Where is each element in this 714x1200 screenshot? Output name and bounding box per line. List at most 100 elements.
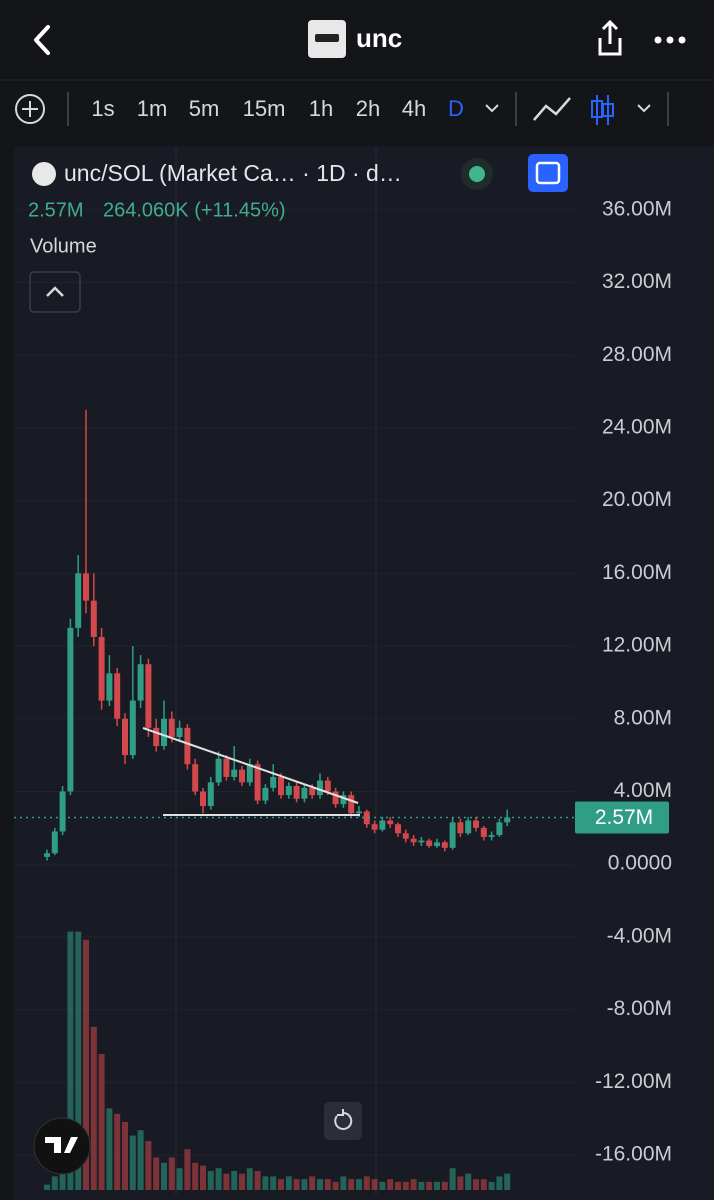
candle-body	[488, 835, 495, 837]
interval[interactable]: 15m	[243, 96, 286, 121]
fullscreen-button[interactable]	[528, 154, 568, 192]
volume-bar	[106, 1108, 113, 1190]
candle-body	[239, 769, 245, 783]
back-button[interactable]	[34, 25, 50, 55]
legend-change: 264.060K (+11.45%)	[103, 199, 286, 221]
volume-bar	[387, 1179, 394, 1190]
volume-bar	[215, 1168, 222, 1190]
interval[interactable]: 1s	[91, 96, 114, 121]
y-tick-label: 12.00M	[602, 634, 672, 657]
volume-bar	[192, 1162, 199, 1190]
volume-bar	[496, 1176, 503, 1190]
volume-bar	[317, 1179, 323, 1190]
candle-body	[215, 758, 222, 783]
y-tick-label: -8.00M	[607, 997, 672, 1020]
volume-bar	[285, 1176, 292, 1190]
interval-menu[interactable]	[485, 104, 499, 113]
style-menu[interactable]	[637, 104, 651, 113]
candle-body	[309, 787, 316, 796]
legend-last: 2.57M	[28, 199, 84, 221]
volume-bar	[254, 1170, 261, 1190]
volume-bar	[309, 1176, 316, 1190]
candle-body	[83, 573, 89, 601]
volume-bar	[67, 931, 74, 1190]
candle-style-button[interactable]	[591, 95, 614, 125]
candle-body	[184, 727, 191, 765]
volume-bar	[98, 1054, 105, 1190]
header-title: unc	[356, 23, 402, 53]
volume-bar	[473, 1179, 479, 1190]
volume-bar	[239, 1173, 245, 1190]
candle-body	[75, 573, 82, 628]
candle-body	[317, 780, 323, 796]
line-style-button[interactable]	[533, 97, 571, 121]
logo-mark	[45, 1137, 78, 1153]
volume-bar	[90, 1026, 97, 1190]
interval[interactable]: 5m	[189, 96, 220, 121]
y-tick-label: 0.0000	[608, 852, 672, 875]
volume-bar	[340, 1176, 347, 1190]
y-tick-label: -16.00M	[595, 1143, 672, 1166]
volume-bar	[293, 1179, 300, 1190]
candle-body	[59, 791, 66, 832]
volume-bar	[262, 1176, 269, 1190]
candle-body	[231, 769, 238, 777]
volume-bar	[278, 1179, 284, 1190]
volume-bar	[145, 1141, 152, 1190]
avatar-glasses	[315, 34, 339, 42]
volume-bar	[363, 1176, 370, 1190]
more-button[interactable]	[654, 36, 686, 44]
volume-bar	[356, 1179, 362, 1190]
add-button[interactable]	[15, 94, 45, 124]
volume-bar	[176, 1168, 183, 1190]
volume-bar	[457, 1176, 464, 1190]
candle-body	[340, 795, 347, 805]
candle-body	[348, 795, 355, 814]
candle-body	[285, 786, 292, 796]
volume-bar	[231, 1170, 238, 1190]
volume-bar	[324, 1179, 331, 1190]
candle-body	[371, 824, 378, 830]
volume-bar	[371, 1179, 378, 1190]
candle-body	[457, 822, 464, 834]
candle-body	[200, 791, 206, 807]
candle-body	[168, 718, 175, 737]
share-button[interactable]	[598, 19, 622, 56]
interval[interactable]: D	[448, 96, 464, 121]
interval[interactable]: 4h	[402, 96, 426, 121]
volume-bar	[83, 939, 89, 1190]
volume-bar	[207, 1170, 214, 1190]
reset-button[interactable]	[324, 1102, 362, 1140]
candle-body	[270, 776, 277, 788]
volume-bar	[434, 1181, 440, 1190]
candle-body	[434, 842, 440, 846]
tradingview-logo[interactable]	[33, 1117, 91, 1175]
volume-bar	[153, 1157, 160, 1190]
interval[interactable]: 2h	[356, 96, 380, 121]
last-price-label: 2.57M	[595, 806, 653, 829]
candle-body	[465, 820, 472, 834]
candle-body	[293, 786, 300, 799]
interval[interactable]: 1m	[137, 96, 168, 121]
candle-body	[278, 776, 284, 796]
legend-avatar	[32, 162, 56, 186]
volume-bar	[75, 931, 82, 1190]
volume-bar	[184, 1149, 191, 1190]
collapse-button[interactable]	[29, 271, 81, 313]
volume-bar	[44, 1184, 50, 1190]
candle-body	[480, 827, 487, 837]
candle-body	[379, 820, 386, 830]
candle-body	[395, 824, 401, 834]
volume-bar	[161, 1162, 167, 1190]
candle-body	[473, 820, 479, 828]
interval[interactable]: 1h	[309, 96, 333, 121]
volume-bar	[348, 1179, 355, 1190]
candle-body	[44, 853, 50, 857]
candle-body	[106, 673, 113, 701]
candle-body	[441, 842, 448, 848]
candle-body	[402, 833, 409, 839]
y-tick-label: 32.00M	[602, 270, 672, 293]
volume-bar	[426, 1181, 433, 1190]
add-icon	[22, 101, 38, 117]
candle-body	[192, 764, 199, 792]
